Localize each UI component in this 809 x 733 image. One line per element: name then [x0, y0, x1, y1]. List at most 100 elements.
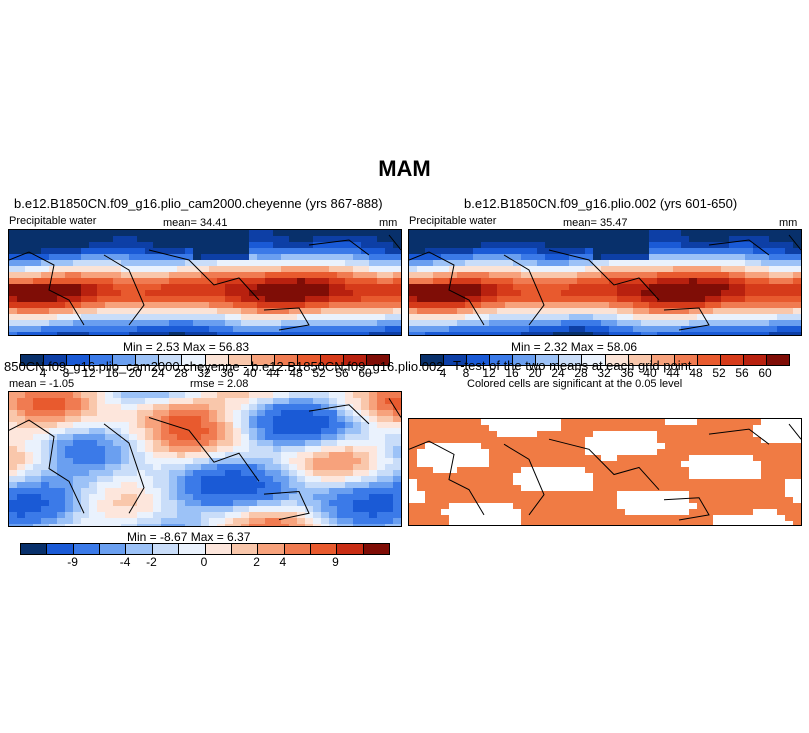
colorbar-tick-label: 8	[462, 366, 470, 380]
colorbar-swatch	[310, 544, 338, 554]
colorbar-swatch	[674, 355, 698, 365]
colorbar-swatch	[284, 544, 311, 554]
colorbar-tick-label: 36	[620, 366, 634, 380]
colorbar-tick-label: 48	[289, 366, 303, 380]
panel-3-rmse-label: rmse = 2.08	[190, 378, 249, 390]
colorbar-swatch	[251, 355, 275, 365]
colorbar-swatch	[444, 355, 468, 365]
panel-2-colorbar	[420, 354, 790, 366]
colorbar-tick-label: 32	[197, 366, 211, 380]
panel-1-variable-label: Precipitable water	[9, 215, 97, 227]
colorbar-swatch	[274, 355, 298, 365]
panel-4-map	[408, 418, 802, 526]
colorbar-swatch	[559, 355, 583, 365]
colorbar-tick-label: 16	[505, 366, 519, 380]
colorbar-tick-label: 12	[482, 366, 496, 380]
panel-2-variable-label: Precipitable water	[409, 215, 497, 227]
colorbar-tick-label: 60	[358, 366, 372, 380]
colorbar-swatch	[179, 544, 206, 554]
colorbar-tick-label: 60	[758, 366, 772, 380]
colorbar-swatch	[490, 355, 514, 365]
colorbar-tick-label: 44	[666, 366, 680, 380]
coastline	[9, 398, 401, 521]
colorbar-swatch	[205, 355, 229, 365]
panel-1-minmax: Min = 2.53 Max = 56.83	[123, 340, 250, 354]
colorbar-tick-label: -2	[146, 555, 157, 569]
panel-1-colorbar	[20, 354, 390, 366]
panel-3-map	[8, 391, 402, 527]
colorbar-tick-label: 8	[62, 366, 70, 380]
colorbar-swatch	[536, 355, 560, 365]
colorbar-swatch	[159, 355, 183, 365]
panel-3-title: 850CN.f09_g16.plio_cam2000.cheyenne - b.…	[4, 359, 444, 374]
colorbar-swatch	[113, 355, 137, 365]
colorbar-tick-label: 52	[712, 366, 726, 380]
colorbar-swatch	[720, 355, 744, 365]
colorbar-swatch	[44, 355, 68, 365]
panel-1-field	[9, 230, 401, 335]
panel-3-field	[9, 392, 401, 526]
colorbar-swatch	[421, 355, 445, 365]
coastline	[409, 423, 801, 521]
colorbar-tick-label: 0	[200, 555, 208, 569]
colorbar-tick-label: 2	[253, 555, 260, 569]
panel-1-map	[8, 229, 402, 336]
colorbar-swatch	[297, 355, 321, 365]
panel-2-colorbar-ticks: 4 8 12 16 20 24 28 32 36 40 44 48 52 56 60	[420, 366, 788, 380]
colorbar-tick-label: 24	[551, 366, 565, 380]
colorbar-swatch	[343, 355, 367, 365]
panel-2-field	[409, 230, 801, 335]
colorbar-swatch	[205, 544, 232, 554]
colorbar-tick-label: 24	[151, 366, 165, 380]
colorbar-tick-label: -9	[67, 555, 78, 569]
colorbar-swatch	[126, 544, 153, 554]
panel-2-mean-label: mean= 35.47	[563, 217, 628, 229]
colorbar-tick-label: 12	[82, 366, 96, 380]
colorbar-tick-label: 44	[266, 366, 280, 380]
colorbar-tick-label: 9	[332, 555, 339, 569]
colorbar-swatch	[228, 355, 252, 365]
colorbar-swatch	[152, 544, 180, 554]
colorbar-tick-label: 32	[597, 366, 611, 380]
colorbar-tick-label: 4	[279, 555, 287, 569]
colorbar-swatch	[467, 355, 491, 365]
colorbar-tick-label: 40	[643, 366, 657, 380]
colorbar-swatch	[366, 355, 389, 365]
colorbar-tick-label: 36	[220, 366, 234, 380]
colorbar-swatch	[697, 355, 721, 365]
panel-1-title: b.e12.B1850CN.f09_g16.plio_cam2000.cheye…	[14, 196, 383, 211]
colorbar-swatch	[513, 355, 537, 365]
colorbar-swatch	[136, 355, 160, 365]
colorbar-swatch	[73, 544, 101, 554]
colorbar-swatch	[21, 355, 45, 365]
panel-4-subtitle: Colored cells are significant at the 0.0…	[467, 378, 683, 390]
colorbar-swatch	[628, 355, 652, 365]
colorbar-swatch	[47, 544, 74, 554]
colorbar-swatch	[231, 544, 259, 554]
colorbar-swatch	[90, 355, 114, 365]
colorbar-tick-label: 20	[128, 366, 142, 380]
panel-3-minmax: Min = -8.67 Max = 6.37	[127, 530, 251, 544]
colorbar-swatch	[363, 544, 390, 554]
panel-3-mean-label: mean = -1.05	[9, 378, 75, 390]
colorbar-tick-label: 48	[689, 366, 703, 380]
panel-2-title: b.e12.B1850CN.f09_g16.plio.002 (yrs 601-…	[464, 196, 738, 211]
colorbar-tick-label: 4	[439, 366, 447, 380]
colorbar-swatch	[258, 544, 285, 554]
colorbar-tick-label: 28	[574, 366, 588, 380]
colorbar-tick-label: -4	[119, 555, 131, 569]
panel-2-map	[408, 229, 802, 336]
panel-3-colorbar	[20, 543, 390, 555]
panel-1-colorbar-ticks: 4 8 12 16 20 24 28 32 36 40 44 48 52 56 60	[20, 366, 388, 380]
colorbar-tick-label: 20	[528, 366, 542, 380]
colorbar-tick-label: 16	[105, 366, 119, 380]
panel-4-field	[409, 419, 801, 525]
panel-1-mean-label: mean= 34.41	[163, 217, 228, 229]
panel-4-title: T-test of the two means at each grid poi…	[453, 358, 692, 373]
colorbar-tick-label: 52	[312, 366, 326, 380]
colorbar-tick-label: 56	[335, 366, 349, 380]
colorbar-swatch	[651, 355, 675, 365]
panel-2-minmax: Min = 2.32 Max = 58.06	[511, 340, 638, 354]
colorbar-tick-label: 56	[735, 366, 749, 380]
colorbar-tick-label: 40	[243, 366, 257, 380]
